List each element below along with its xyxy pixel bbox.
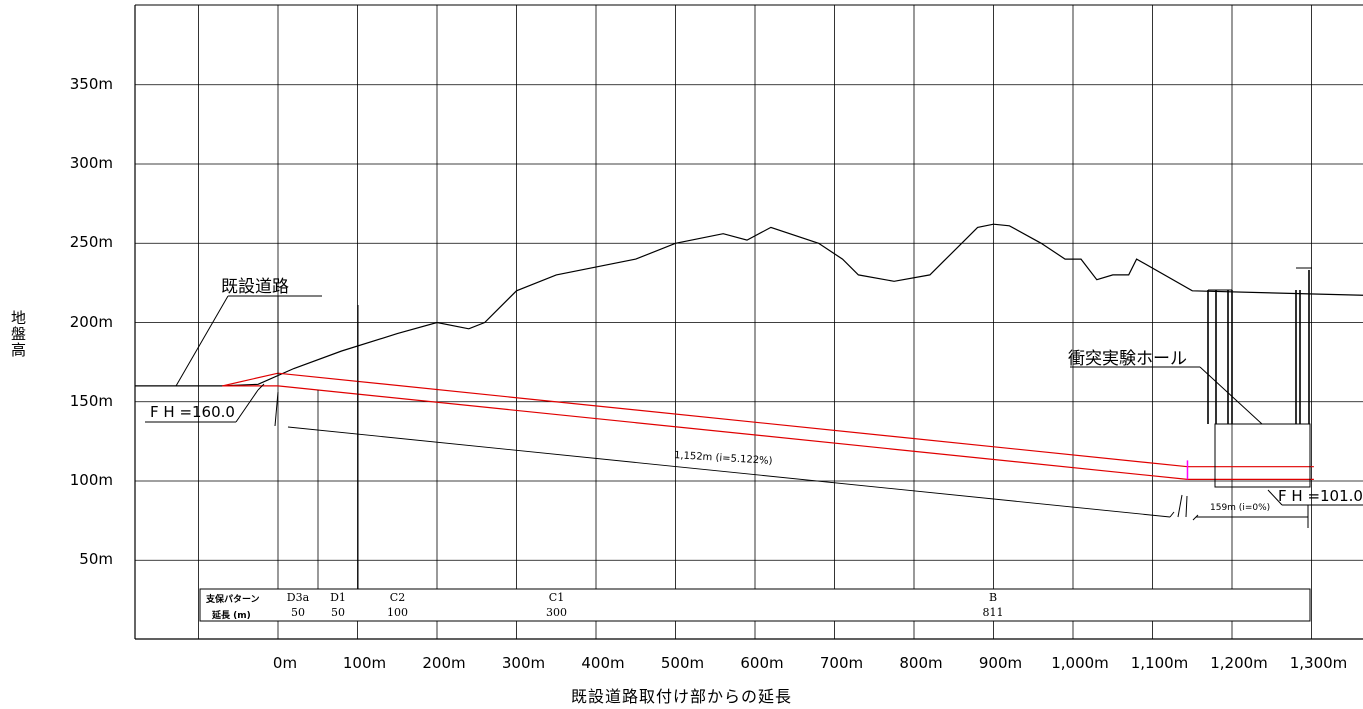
tunnel-invert-line: [222, 385, 1314, 480]
x-tick-label: 100m: [342, 654, 387, 672]
x-axis-label: 既設道路取付け部からの延長: [570, 687, 792, 706]
flat-dim-arrow: [1192, 514, 1199, 521]
table-pattern-cell: D1: [330, 591, 346, 604]
fh-end-leader: [1267, 489, 1283, 506]
collision-hall-label: 衝突実験ホール: [1068, 349, 1187, 369]
table-header-length: 延長 (m): [212, 611, 251, 621]
x-tick-label: 900m: [978, 654, 1023, 672]
support-pattern-table: [199, 588, 1311, 622]
grid-lines: [134, 4, 1363, 640]
y-axis-label: 地盤高: [9, 310, 27, 358]
y-tick-label: 350m: [69, 74, 113, 93]
y-tick-label: 150m: [69, 391, 113, 410]
slope-flat-label: 159m (i=0%): [1210, 503, 1271, 513]
fh-start-leader: [235, 389, 259, 423]
y-tick-label: 250m: [69, 233, 113, 252]
y-tick-label: 300m: [69, 154, 113, 172]
fh-start-label: F H =160.0: [150, 403, 235, 421]
x-tick-label: 700m: [819, 654, 864, 672]
x-tick-label: 500m: [660, 654, 705, 672]
portal-tick: [1177, 494, 1183, 518]
x-tick-label: 300m: [501, 654, 546, 672]
existing-road-leader: [175, 295, 229, 387]
x-tick-label: 1,300m: [1289, 654, 1348, 672]
table-length-cell: 50: [291, 606, 305, 619]
y-tick-label: 50m: [79, 550, 113, 569]
hall-leader: [1199, 366, 1263, 425]
portal-tick-2: [1185, 495, 1188, 518]
y-tick-label: 200m: [69, 312, 113, 331]
x-tick-label: 400m: [581, 654, 625, 672]
x-tick-label: 0m: [272, 654, 298, 672]
x-tick-label: 600m: [740, 654, 784, 672]
drawing-annotations: [135, 267, 1363, 621]
x-tick-label: 1,200m: [1210, 654, 1268, 672]
fh-start-leader-2: [257, 383, 265, 391]
terrain-line: [134, 223, 1363, 387]
x-tick-label: 800m: [899, 654, 943, 672]
slope-dim-arrow: [1169, 511, 1175, 518]
table-outline: [199, 588, 1311, 622]
tunnel-lines: [222, 372, 1314, 480]
x-tick-label: 1,000m: [1051, 654, 1109, 672]
fh-end-label: F H =101.0: [1278, 487, 1363, 505]
y-tick-label: 100m: [69, 471, 113, 489]
collision-hall-outline: [1214, 423, 1311, 488]
table-length-cell: 50: [331, 606, 345, 619]
table-pattern-cell: D3a: [286, 591, 310, 604]
table-header-pattern: 支保パターン: [206, 595, 260, 605]
terrain-profile: [134, 223, 1363, 387]
x-tick-label: 200m: [422, 654, 466, 672]
existing-road-label: 既設道路: [221, 277, 289, 297]
table-pattern-cell: C2: [389, 591, 406, 604]
tunnel-crown-line: [222, 372, 1314, 468]
slope-dimension-line: [287, 426, 1171, 518]
start-tick: [274, 391, 279, 427]
table-pattern-cell: C1: [548, 591, 565, 604]
table-length-cell: 100: [387, 606, 408, 619]
table-length-cell: 300: [546, 606, 567, 619]
table-length-cell: 811: [982, 606, 1004, 619]
table-pattern-cell: B: [988, 591, 998, 604]
x-tick-label: 1,100m: [1130, 654, 1189, 672]
